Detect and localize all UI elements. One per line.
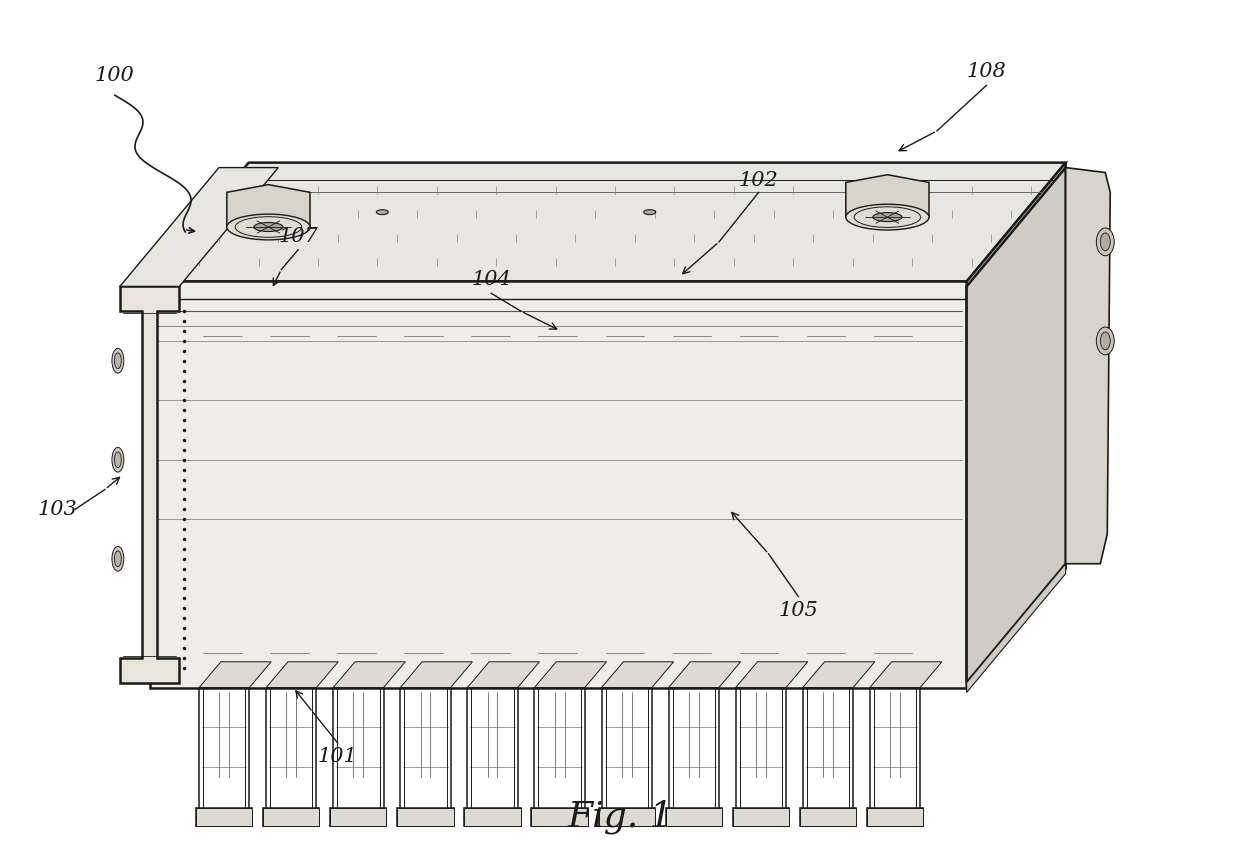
Text: 107: 107 bbox=[278, 228, 317, 247]
Polygon shape bbox=[120, 168, 278, 287]
Polygon shape bbox=[330, 808, 387, 826]
Polygon shape bbox=[967, 163, 1065, 688]
Polygon shape bbox=[666, 808, 722, 826]
Ellipse shape bbox=[254, 223, 283, 231]
Polygon shape bbox=[869, 662, 942, 688]
Polygon shape bbox=[733, 808, 789, 826]
Ellipse shape bbox=[114, 352, 122, 369]
Ellipse shape bbox=[1100, 332, 1110, 350]
Polygon shape bbox=[967, 168, 1065, 682]
Text: 105: 105 bbox=[779, 601, 818, 620]
Ellipse shape bbox=[114, 551, 122, 566]
Ellipse shape bbox=[1096, 327, 1115, 355]
Ellipse shape bbox=[227, 214, 310, 240]
Ellipse shape bbox=[377, 210, 388, 215]
Polygon shape bbox=[599, 808, 655, 826]
Ellipse shape bbox=[112, 448, 124, 472]
Ellipse shape bbox=[114, 452, 122, 468]
Polygon shape bbox=[800, 808, 856, 826]
Polygon shape bbox=[1065, 168, 1110, 564]
Polygon shape bbox=[263, 808, 320, 826]
Polygon shape bbox=[465, 808, 521, 826]
Polygon shape bbox=[532, 808, 588, 826]
Polygon shape bbox=[467, 662, 539, 688]
Ellipse shape bbox=[1096, 228, 1115, 255]
Ellipse shape bbox=[1100, 233, 1110, 251]
Text: 108: 108 bbox=[966, 62, 1007, 81]
Polygon shape bbox=[601, 662, 673, 688]
Ellipse shape bbox=[846, 204, 929, 230]
Polygon shape bbox=[200, 662, 272, 688]
Polygon shape bbox=[846, 175, 929, 217]
Polygon shape bbox=[735, 662, 807, 688]
Text: 102: 102 bbox=[739, 171, 779, 190]
Polygon shape bbox=[668, 662, 740, 688]
Polygon shape bbox=[401, 662, 472, 688]
Polygon shape bbox=[334, 662, 405, 688]
Polygon shape bbox=[227, 184, 310, 227]
Polygon shape bbox=[967, 564, 1065, 693]
Text: 104: 104 bbox=[471, 270, 511, 289]
Polygon shape bbox=[150, 163, 1065, 281]
Text: 100: 100 bbox=[95, 66, 135, 85]
Polygon shape bbox=[802, 662, 875, 688]
Ellipse shape bbox=[112, 348, 124, 373]
Text: 101: 101 bbox=[317, 747, 357, 766]
Polygon shape bbox=[867, 808, 923, 826]
Ellipse shape bbox=[873, 212, 901, 222]
Text: 103: 103 bbox=[37, 500, 77, 519]
Ellipse shape bbox=[644, 210, 656, 215]
Text: Fig. 1: Fig. 1 bbox=[567, 799, 673, 834]
Polygon shape bbox=[534, 662, 606, 688]
Polygon shape bbox=[397, 808, 454, 826]
Polygon shape bbox=[150, 281, 967, 688]
Ellipse shape bbox=[112, 546, 124, 572]
Polygon shape bbox=[120, 287, 180, 682]
Polygon shape bbox=[267, 662, 339, 688]
Polygon shape bbox=[196, 808, 253, 826]
